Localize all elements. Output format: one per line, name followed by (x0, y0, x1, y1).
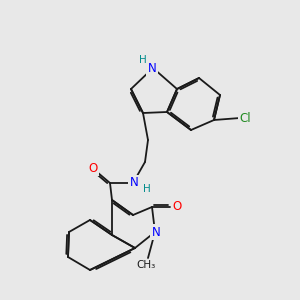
Text: O: O (88, 161, 98, 175)
Text: CH₃: CH₃ (136, 260, 156, 270)
Text: N: N (130, 176, 138, 190)
Text: H: H (143, 184, 151, 194)
Text: Cl: Cl (239, 112, 251, 124)
Text: N: N (148, 61, 156, 74)
Text: N: N (152, 226, 160, 238)
Text: H: H (139, 55, 147, 65)
Text: O: O (172, 200, 182, 214)
